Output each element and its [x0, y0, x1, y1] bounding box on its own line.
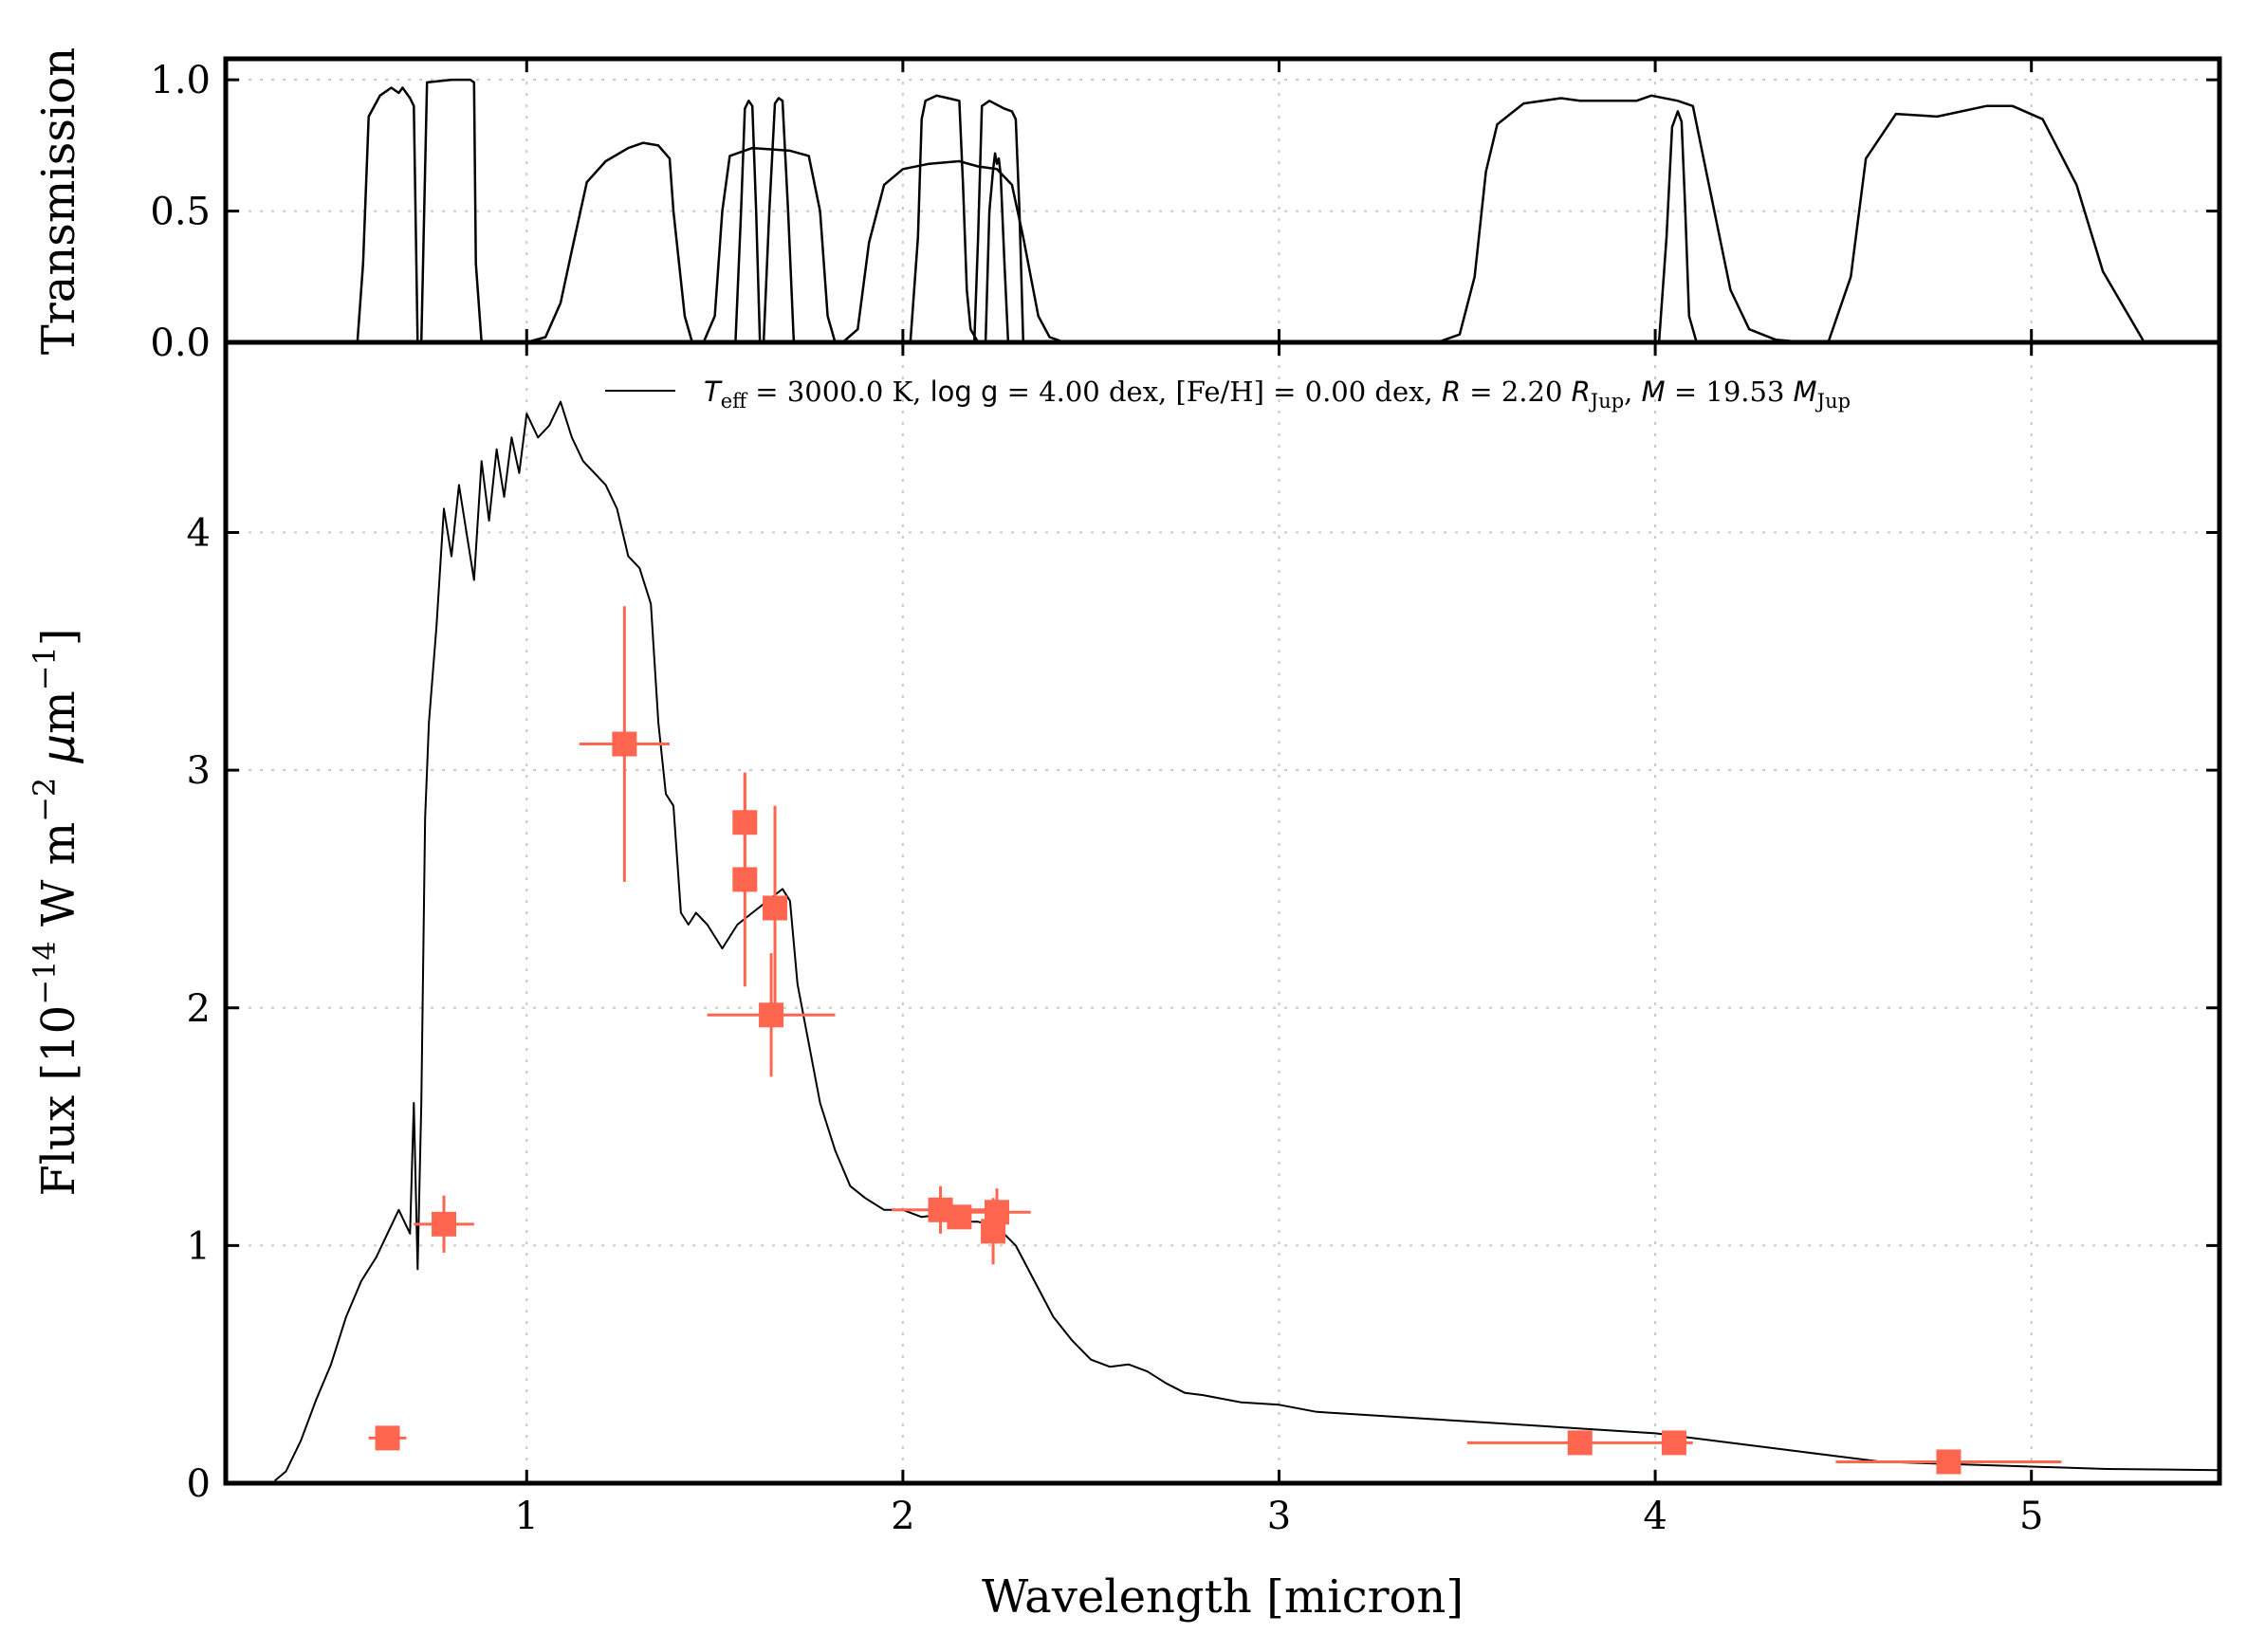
x-tick-label-1: 2: [891, 1495, 914, 1538]
photometry-point-2: [579, 606, 670, 882]
transmission-y-tick-label-0: 0.0: [150, 321, 211, 365]
filter-curve-1: [419, 78, 483, 343]
filter-curve-5: [762, 97, 796, 343]
filter-curve-2: [525, 141, 694, 344]
x-tick-label-2: 3: [1267, 1495, 1291, 1538]
transmission-y-tick-label-1: 0.5: [150, 191, 211, 234]
flux-panel-frame: [223, 340, 2222, 1486]
transmission-axis-label: Transmission: [32, 47, 85, 355]
photometry-point-5: [763, 805, 788, 1011]
flux-y-tick-label-2: 2: [187, 987, 211, 1031]
flux-y-tick-label-3: 3: [187, 749, 211, 793]
photometry-point-7: [891, 1185, 990, 1234]
model-spectrum: [273, 400, 2220, 1482]
photometry-marker-1: [432, 1211, 457, 1237]
legend: Teff = 3000.0 K, log g = 4.00 dex, [Fe/H…: [605, 376, 1851, 413]
photometry-point-8: [947, 1204, 972, 1230]
x-tick-label-3: 4: [1643, 1495, 1667, 1538]
filter-curve-4: [734, 100, 762, 343]
flux-axis-label: Flux [10−14 W m−2 μm−1]: [27, 629, 85, 1197]
photometry-point-1: [414, 1195, 474, 1253]
filter-transmission-curves: [356, 78, 2146, 344]
photometry-marker-5: [763, 895, 788, 921]
filter-curve-7: [909, 94, 980, 343]
filter-curve-10: [1436, 94, 1806, 344]
flux-y-tick-label-0: 0: [187, 1462, 211, 1506]
flux-y-tick-label-4: 4: [187, 512, 211, 556]
photometry-point-0: [368, 1425, 407, 1451]
x-tick-label-0: 1: [515, 1495, 539, 1538]
photometry-point-12: [1661, 1430, 1686, 1456]
filter-curve-8: [972, 100, 1025, 343]
photometry-marker-4: [732, 867, 758, 892]
axis-ticks: [226, 59, 2219, 1485]
photometry-point-6: [707, 953, 836, 1077]
filter-curve-0: [356, 86, 419, 343]
photometry-marker-6: [759, 1002, 784, 1028]
photometry-marker-0: [375, 1425, 400, 1451]
legend-label: Teff = 3000.0 K, log g = 4.00 dex, [Fe/H…: [704, 376, 1851, 413]
photometry-points: [368, 606, 2062, 1475]
grid-lines: [226, 59, 2219, 1484]
photometry-point-13: [1835, 1449, 2062, 1475]
photometry-marker-13: [1936, 1449, 1962, 1475]
tick-labels: 1 2 3 4 5 0.0 0.5 1.0 0 1 2 3 4: [150, 59, 2043, 1538]
filter-curve-11: [1657, 110, 1698, 343]
photometry-marker-12: [1661, 1430, 1686, 1456]
model-spectrum-line: [273, 400, 2220, 1482]
filter-curve-9: [984, 152, 1010, 343]
flux-y-tick-label-1: 1: [187, 1224, 211, 1268]
filter-curve-6: [841, 159, 1065, 344]
photometry-point-4: [732, 772, 758, 987]
filter-curve-12: [1827, 104, 2146, 343]
x-tick-label-4: 5: [2019, 1495, 2043, 1538]
wavelength-axis-label: Wavelength [micron]: [982, 1570, 1464, 1624]
photometry-marker-11: [1567, 1430, 1593, 1456]
photometry-marker-8: [947, 1204, 972, 1230]
photometry-marker-10: [985, 1200, 1010, 1225]
photometry-point-10: [963, 1188, 1031, 1237]
transmission-panel-frame: [223, 56, 2222, 345]
transmission-y-tick-label-2: 1.0: [150, 59, 211, 102]
photometry-marker-2: [612, 731, 637, 757]
filter-curve-3: [702, 146, 837, 343]
photometry-point-11: [1466, 1430, 1693, 1456]
